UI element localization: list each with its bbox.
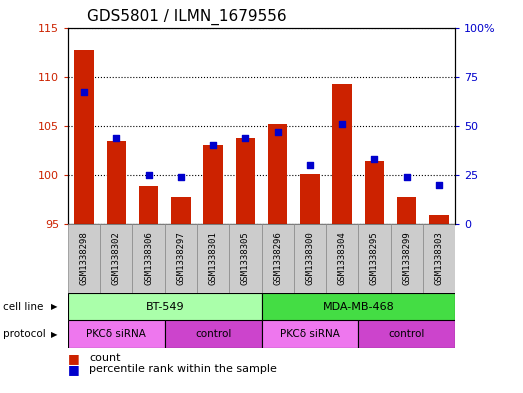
Point xyxy=(177,174,185,180)
Bar xyxy=(229,224,262,293)
Text: GSM1338302: GSM1338302 xyxy=(112,231,121,285)
Text: GSM1338301: GSM1338301 xyxy=(209,231,218,285)
Point xyxy=(338,121,346,127)
Text: GSM1338299: GSM1338299 xyxy=(402,231,411,285)
Text: ▶: ▶ xyxy=(51,302,58,311)
Point xyxy=(80,89,88,95)
Bar xyxy=(358,320,455,348)
Bar xyxy=(262,224,294,293)
Point xyxy=(112,134,120,141)
Bar xyxy=(262,320,358,348)
Text: GSM1338297: GSM1338297 xyxy=(176,231,185,285)
Point xyxy=(274,129,282,135)
Text: BT-549: BT-549 xyxy=(145,301,184,312)
Text: count: count xyxy=(89,353,120,364)
Bar xyxy=(429,215,449,224)
Bar xyxy=(294,224,326,293)
Bar xyxy=(165,224,197,293)
Bar xyxy=(358,224,391,293)
Bar xyxy=(326,224,358,293)
Bar xyxy=(397,196,416,224)
Bar xyxy=(197,224,229,293)
Text: control: control xyxy=(389,329,425,339)
Text: GSM1338303: GSM1338303 xyxy=(435,231,444,285)
Point xyxy=(305,162,314,168)
Text: GSM1338295: GSM1338295 xyxy=(370,231,379,285)
Point xyxy=(144,172,153,178)
Text: PKCδ siRNA: PKCδ siRNA xyxy=(280,329,340,339)
Bar xyxy=(391,224,423,293)
Bar xyxy=(333,84,352,224)
Text: GSM1338298: GSM1338298 xyxy=(79,231,88,285)
Bar xyxy=(132,224,165,293)
Bar xyxy=(365,161,384,224)
Text: percentile rank within the sample: percentile rank within the sample xyxy=(89,364,277,375)
Point xyxy=(241,134,249,141)
Bar xyxy=(236,138,255,224)
Point xyxy=(403,174,411,180)
Bar xyxy=(107,141,126,224)
Text: GSM1338304: GSM1338304 xyxy=(338,231,347,285)
Bar xyxy=(68,293,262,320)
Text: ■: ■ xyxy=(68,352,79,365)
Bar xyxy=(100,224,132,293)
Text: GSM1338306: GSM1338306 xyxy=(144,231,153,285)
Text: cell line: cell line xyxy=(3,301,43,312)
Text: GSM1338305: GSM1338305 xyxy=(241,231,250,285)
Point xyxy=(435,182,443,188)
Text: GSM1338300: GSM1338300 xyxy=(305,231,314,285)
Text: control: control xyxy=(195,329,231,339)
Bar xyxy=(68,320,165,348)
Text: GDS5801 / ILMN_1679556: GDS5801 / ILMN_1679556 xyxy=(87,9,287,25)
Bar xyxy=(171,197,190,224)
Bar xyxy=(165,320,262,348)
Bar xyxy=(300,174,320,224)
Bar xyxy=(139,185,158,224)
Point xyxy=(370,156,379,162)
Bar xyxy=(268,124,287,224)
Text: MDA-MB-468: MDA-MB-468 xyxy=(322,301,394,312)
Point xyxy=(209,142,218,149)
Bar xyxy=(262,293,455,320)
Bar xyxy=(68,224,100,293)
Text: GSM1338296: GSM1338296 xyxy=(273,231,282,285)
Bar xyxy=(423,224,455,293)
Text: protocol: protocol xyxy=(3,329,46,339)
Bar xyxy=(203,145,223,224)
Text: ■: ■ xyxy=(68,363,79,376)
Text: ▶: ▶ xyxy=(51,330,58,338)
Bar xyxy=(74,50,94,224)
Text: PKCδ siRNA: PKCδ siRNA xyxy=(86,329,146,339)
